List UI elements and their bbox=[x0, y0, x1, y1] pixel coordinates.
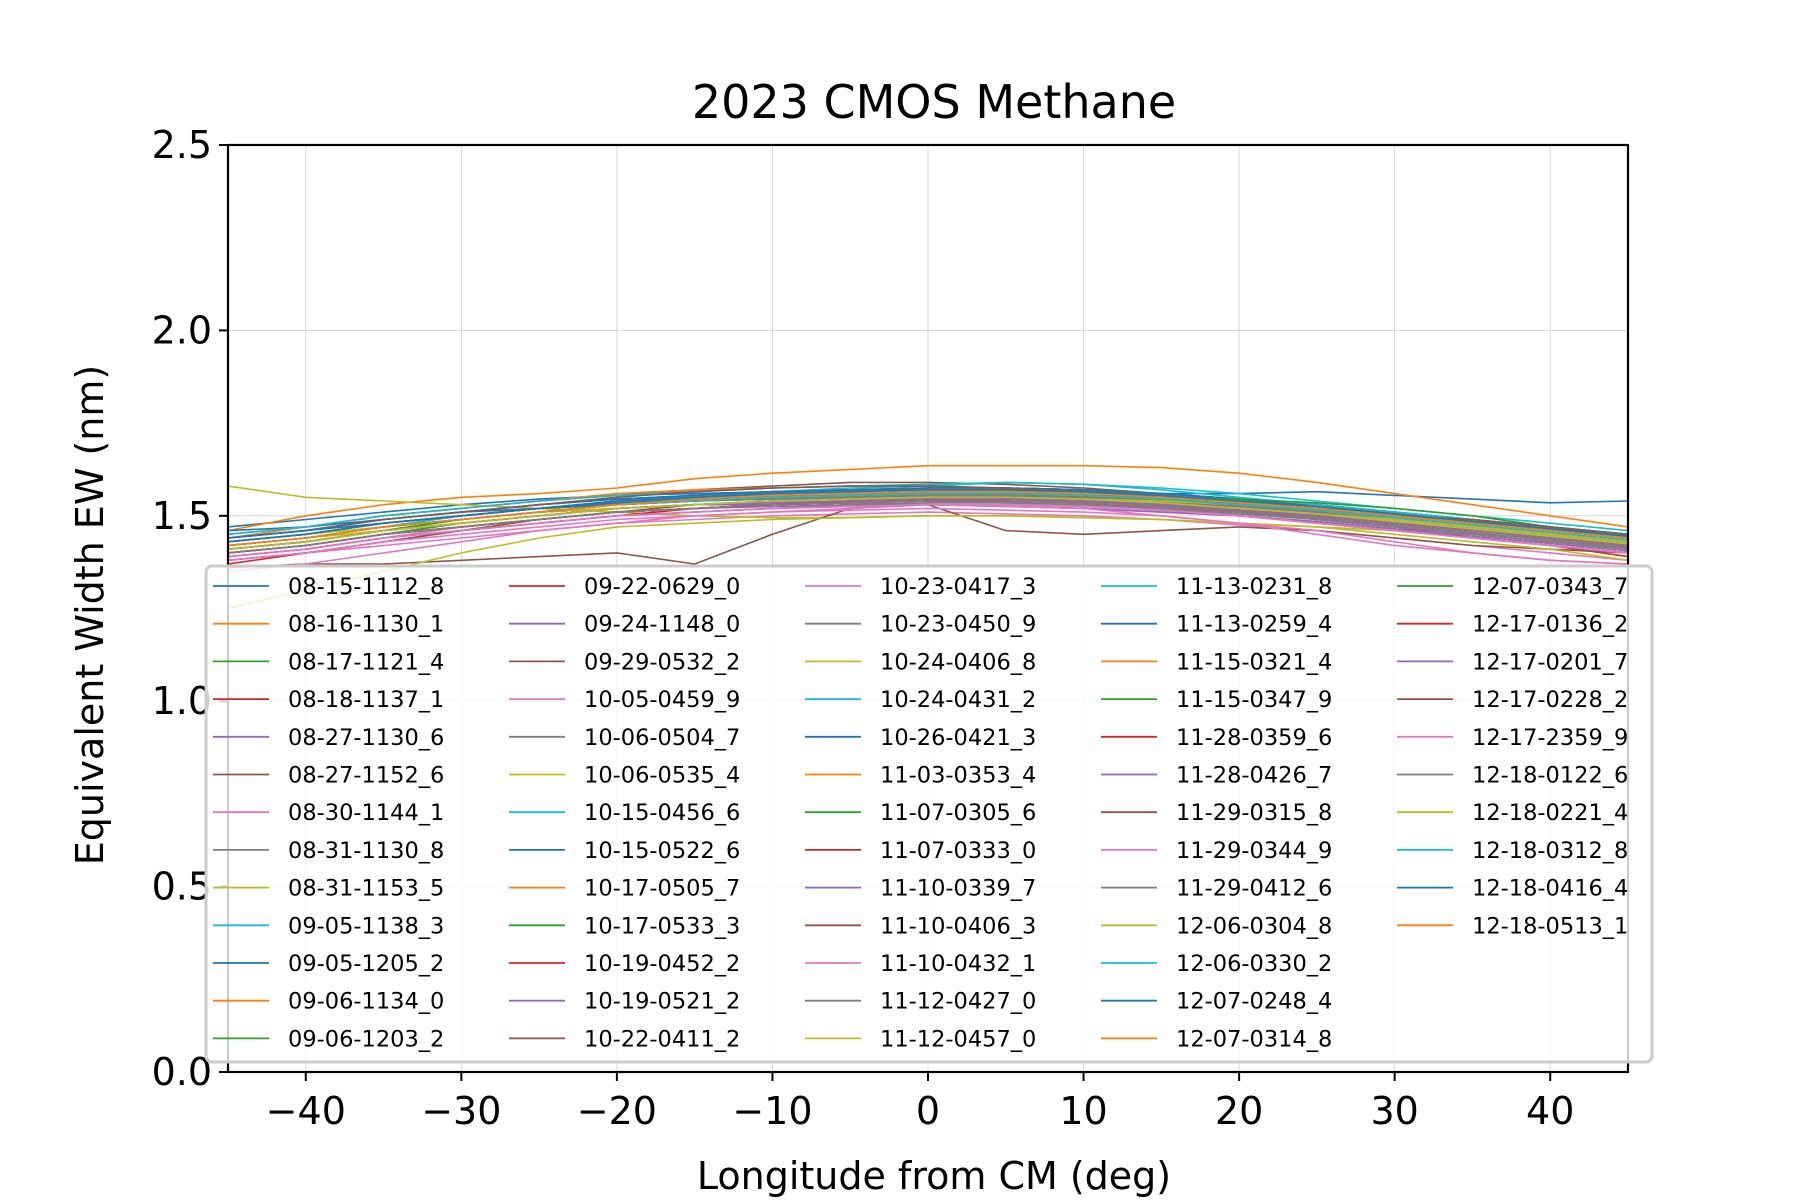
x-tick-label: −40 bbox=[266, 1089, 346, 1133]
legend-label: 08-27-1152_6 bbox=[288, 763, 444, 789]
legend-label: 11-29-0315_8 bbox=[1176, 800, 1332, 826]
legend-label: 10-05-0459_9 bbox=[584, 687, 740, 713]
legend-label: 09-06-1203_2 bbox=[288, 1026, 444, 1052]
legend-label: 11-03-0353_4 bbox=[880, 763, 1036, 789]
series-line-12-18-0221_4 bbox=[227, 496, 1629, 550]
legend-label: 12-18-0221_4 bbox=[1472, 800, 1628, 826]
legend-label: 09-06-1134_0 bbox=[288, 989, 444, 1015]
legend-label: 11-10-0339_7 bbox=[880, 876, 1036, 902]
legend-label: 09-29-0532_2 bbox=[584, 649, 740, 675]
legend-box bbox=[204, 564, 1654, 1064]
legend-label: 10-19-0521_2 bbox=[584, 989, 740, 1015]
legend-label: 12-17-0136_2 bbox=[1472, 612, 1628, 638]
legend-label: 11-15-0321_4 bbox=[1176, 649, 1332, 675]
legend-label: 10-19-0452_2 bbox=[584, 951, 740, 977]
legend-label: 11-12-0427_0 bbox=[880, 989, 1036, 1015]
series-line-10-06-0535_4 bbox=[227, 515, 1629, 610]
legend-label: 11-10-0432_1 bbox=[880, 951, 1036, 977]
x-tick-label: 20 bbox=[1215, 1089, 1263, 1133]
plot-area: −40 −30 −20 −10 0 10 20 30 40 0.0 0.5 1.0 1.5 2.0 2.5 0… bbox=[152, 123, 1654, 1133]
legend-label: 12-18-0122_6 bbox=[1472, 763, 1628, 789]
y-tick-label: 1.0 bbox=[152, 679, 212, 723]
series-line-08-16-1130_1 bbox=[227, 464, 1629, 532]
y-axis-label: Equivalent Width EW (nm) bbox=[68, 365, 112, 865]
legend-label: 09-05-1138_3 bbox=[288, 913, 444, 939]
legend-label: 12-17-2359_9 bbox=[1472, 725, 1628, 751]
y-tick-label: 0.5 bbox=[152, 865, 212, 909]
legend-label: 08-31-1153_5 bbox=[288, 876, 444, 902]
legend-label: 08-17-1121_4 bbox=[288, 649, 444, 675]
series-line-12-18-0416_4 bbox=[227, 489, 1629, 543]
legend-label: 12-07-0248_4 bbox=[1176, 989, 1332, 1015]
legend-label: 08-15-1112_8 bbox=[288, 574, 444, 600]
legend-label: 09-05-1205_2 bbox=[288, 951, 444, 977]
legend-label: 12-18-0416_4 bbox=[1472, 876, 1628, 902]
x-tick-label: 0 bbox=[916, 1089, 940, 1133]
y-tick-label: 2.0 bbox=[152, 308, 212, 352]
x-axis-label: Longitude from CM (deg) bbox=[697, 1154, 1171, 1198]
legend-label: 10-06-0504_7 bbox=[584, 725, 740, 751]
legend-label: 11-07-0333_0 bbox=[880, 838, 1036, 864]
legend-label: 11-29-0344_9 bbox=[1176, 838, 1332, 864]
chart-title: 2023 CMOS Methane bbox=[692, 75, 1176, 129]
legend-label: 10-22-0411_2 bbox=[584, 1026, 740, 1052]
legend-label: 11-28-0426_7 bbox=[1176, 763, 1332, 789]
legend-label: 12-07-0343_7 bbox=[1472, 574, 1628, 600]
legend-label: 12-18-0513_1 bbox=[1472, 913, 1628, 939]
legend-label: 10-24-0406_8 bbox=[880, 649, 1036, 675]
series-line-12-17-2359_9 bbox=[227, 503, 1629, 558]
legend-label: 10-06-0535_4 bbox=[584, 763, 740, 789]
legend-label: 10-17-0505_7 bbox=[584, 876, 740, 902]
legend-label: 12-06-0304_8 bbox=[1176, 913, 1332, 939]
legend-label: 08-30-1144_1 bbox=[288, 800, 444, 826]
legend-label: 10-23-0417_3 bbox=[880, 574, 1036, 600]
x-tick-label: 30 bbox=[1370, 1089, 1418, 1133]
legend-label: 11-13-0231_8 bbox=[1176, 574, 1332, 600]
legend-label: 12-18-0312_8 bbox=[1472, 838, 1628, 864]
legend-label: 08-27-1130_6 bbox=[288, 725, 444, 751]
x-tick-label: 40 bbox=[1526, 1089, 1574, 1133]
legend-label: 10-15-0522_6 bbox=[584, 838, 740, 864]
x-tick-label: −30 bbox=[421, 1089, 501, 1133]
legend-label: 10-24-0431_2 bbox=[880, 687, 1036, 713]
series-line-12-18-0513_1 bbox=[227, 490, 1629, 547]
legend-label: 11-13-0259_4 bbox=[1176, 612, 1332, 638]
legend-label: 09-24-1148_0 bbox=[584, 612, 740, 638]
legend-label: 08-18-1137_1 bbox=[288, 687, 444, 713]
x-tick-label: 10 bbox=[1059, 1089, 1107, 1133]
legend-label: 11-29-0412_6 bbox=[1176, 876, 1332, 902]
legend-label: 08-31-1130_8 bbox=[288, 838, 444, 864]
legend-label: 11-10-0406_3 bbox=[880, 913, 1036, 939]
legend-label: 10-23-0450_9 bbox=[880, 612, 1036, 638]
legend-label: 10-26-0421_3 bbox=[880, 725, 1036, 751]
legend-label: 11-07-0305_6 bbox=[880, 800, 1036, 826]
legend-label: 10-17-0533_3 bbox=[584, 913, 740, 939]
x-tick-label: −20 bbox=[577, 1089, 657, 1133]
y-tick-label: 1.5 bbox=[152, 494, 212, 538]
x-tick-label: −10 bbox=[732, 1089, 812, 1133]
legend-label: 12-17-0228_2 bbox=[1472, 687, 1628, 713]
legend-label: 11-28-0359_6 bbox=[1176, 725, 1332, 751]
legend-label: 09-22-0629_0 bbox=[584, 574, 740, 600]
legend-label: 12-06-0330_2 bbox=[1176, 951, 1332, 977]
legend-label: 12-07-0314_8 bbox=[1176, 1026, 1332, 1052]
y-tick-label: 2.5 bbox=[152, 123, 212, 167]
legend: 08-15-1112_8 08-16-1130_1 08-17-1121_4 08-1… bbox=[204, 564, 1654, 1064]
legend-label: 08-16-1130_1 bbox=[288, 612, 444, 638]
legend-label: 12-17-0201_7 bbox=[1472, 649, 1628, 675]
legend-label: 10-15-0456_6 bbox=[584, 800, 740, 826]
legend-label: 11-15-0347_9 bbox=[1176, 687, 1332, 713]
series-line-11-29-0344_9 bbox=[227, 507, 1629, 565]
series-line-12-18-0122_6 bbox=[227, 500, 1629, 554]
y-tick-label: 0.0 bbox=[152, 1050, 212, 1094]
legend-label: 11-12-0457_0 bbox=[880, 1026, 1036, 1052]
